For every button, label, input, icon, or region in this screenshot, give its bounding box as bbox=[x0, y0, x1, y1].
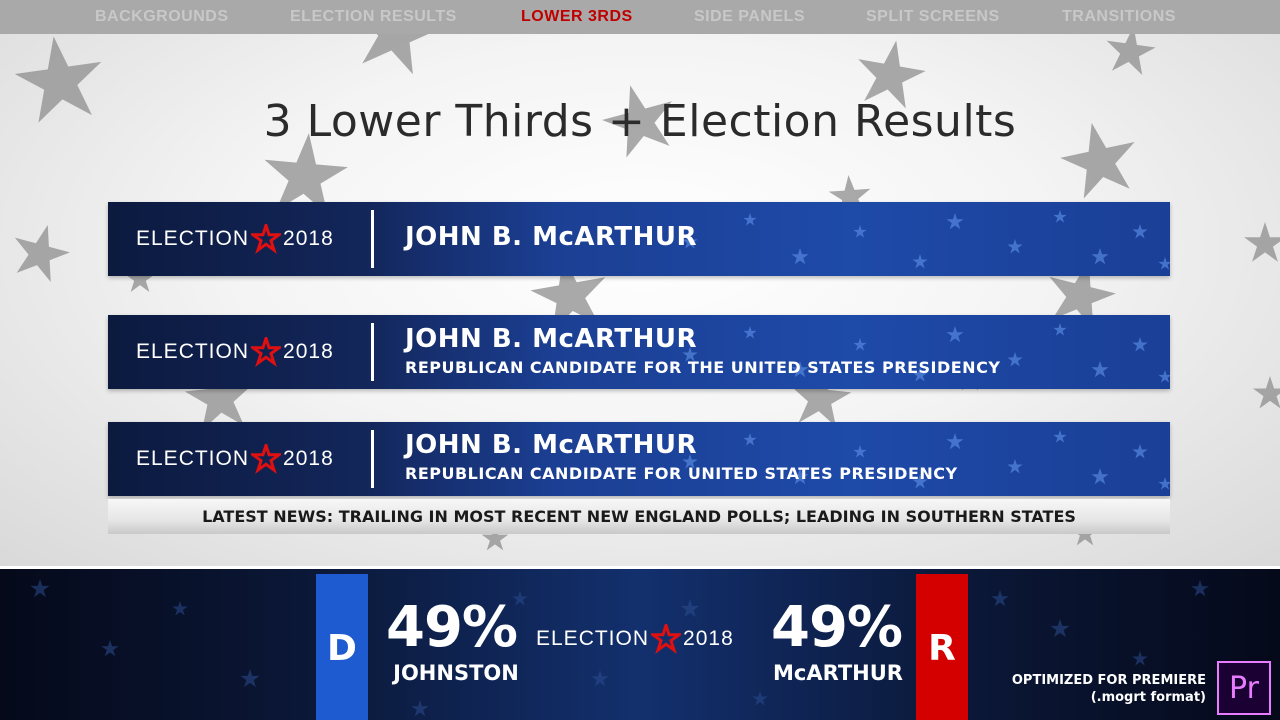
divider bbox=[371, 210, 374, 268]
optimized-for-premiere-note: OPTIMIZED FOR PREMIERE (.mogrt format) bbox=[1012, 672, 1206, 706]
tab-side-panels[interactable]: SIDE PANELS bbox=[694, 8, 805, 25]
red-star-icon bbox=[251, 337, 281, 367]
election-2018-logo: ELECTION 2018 bbox=[136, 315, 334, 389]
divider bbox=[371, 430, 374, 488]
election-results-band: D 49% JOHNSTON ELECTION 2018 49% McARTHU… bbox=[0, 566, 1280, 720]
tab-election-results[interactable]: ELECTION RESULTS bbox=[290, 8, 457, 25]
brand-election-text: ELECTION bbox=[136, 447, 250, 470]
red-star-icon bbox=[251, 444, 281, 474]
election-2018-logo: ELECTION 2018 bbox=[136, 202, 334, 276]
candidate-name: JOHN B. McARTHUR bbox=[405, 430, 697, 460]
divider bbox=[371, 323, 374, 381]
democrat-candidate-name: JOHNSTON bbox=[393, 661, 519, 685]
page-title: 3 Lower Thirds + Election Results bbox=[263, 96, 1017, 147]
lower-third-1: ELECTION 2018 JOHN B. McARTHUR bbox=[108, 202, 1170, 276]
candidate-subtitle: REPUBLICAN CANDIDATE FOR UNITED STATES P… bbox=[405, 464, 958, 483]
brand-year-text: 2018 bbox=[283, 447, 334, 470]
tab-transitions[interactable]: TRANSITIONS bbox=[1062, 8, 1176, 25]
brand-election-text: ELECTION bbox=[536, 627, 650, 650]
tab-split-screens[interactable]: SPLIT SCREENS bbox=[866, 8, 1000, 25]
election-2018-logo: ELECTION 2018 bbox=[536, 621, 734, 657]
candidate-name: JOHN B. McARTHUR bbox=[405, 324, 697, 354]
democrat-percent: 49% bbox=[386, 595, 518, 660]
lower-third-3: ELECTION 2018 JOHN B. McARTHUR REPUBLICA… bbox=[108, 422, 1170, 496]
candidate-name: JOHN B. McARTHUR bbox=[405, 222, 697, 252]
republican-percent: 49% bbox=[771, 595, 903, 660]
republican-badge: R bbox=[916, 574, 968, 720]
republican-candidate-name: McARTHUR bbox=[773, 661, 903, 685]
top-nav: BACKGROUNDS ELECTION RESULTS LOWER 3RDS … bbox=[0, 0, 1280, 34]
brand-year-text: 2018 bbox=[283, 227, 334, 250]
lower-third-2: ELECTION 2018 JOHN B. McARTHUR REPUBLICA… bbox=[108, 315, 1170, 389]
optimized-line-2: (.mogrt format) bbox=[1090, 690, 1206, 705]
premiere-pro-icon: Pr bbox=[1217, 661, 1271, 715]
brand-year-text: 2018 bbox=[283, 340, 334, 363]
news-ticker: LATEST NEWS: TRAILING IN MOST RECENT NEW… bbox=[108, 499, 1170, 534]
tab-backgrounds[interactable]: BACKGROUNDS bbox=[95, 8, 229, 25]
democrat-badge: D bbox=[316, 574, 368, 720]
brand-election-text: ELECTION bbox=[136, 340, 250, 363]
brand-year-text: 2018 bbox=[683, 627, 734, 650]
candidate-subtitle: REPUBLICAN CANDIDATE FOR THE UNITED STAT… bbox=[405, 358, 1001, 377]
red-star-icon bbox=[251, 224, 281, 254]
election-2018-logo: ELECTION 2018 bbox=[136, 422, 334, 496]
optimized-line-1: OPTIMIZED FOR PREMIERE bbox=[1011, 673, 1206, 688]
tab-lower-3rds[interactable]: LOWER 3RDS bbox=[521, 8, 633, 25]
brand-election-text: ELECTION bbox=[136, 227, 250, 250]
red-star-icon bbox=[651, 624, 681, 654]
